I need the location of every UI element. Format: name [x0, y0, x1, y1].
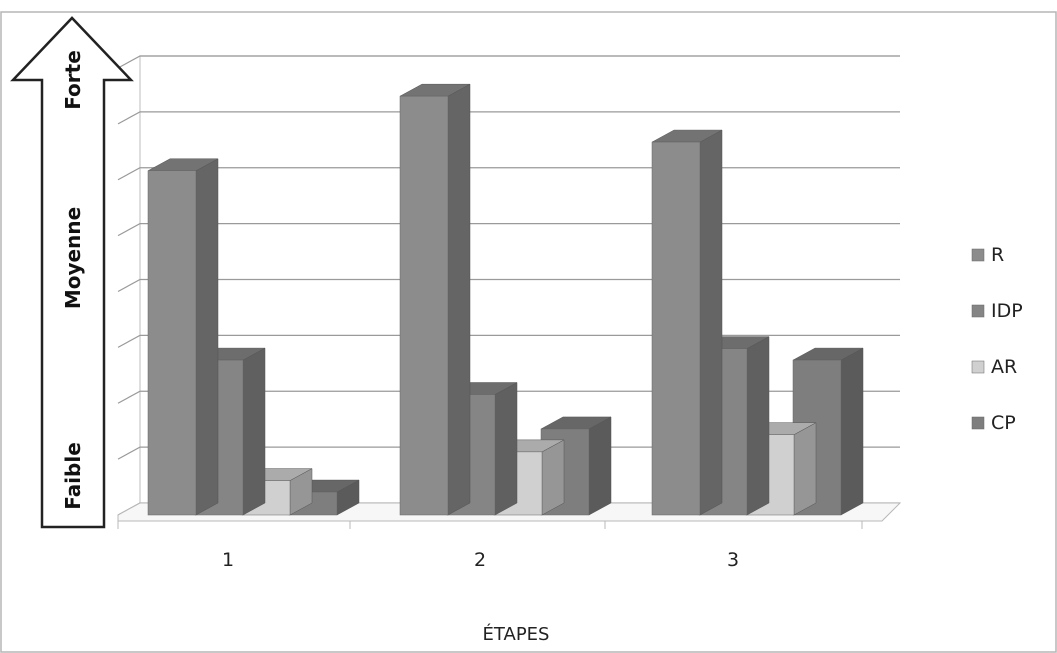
x-tick-label-2: 2: [474, 549, 486, 571]
bars: [147, 83, 864, 516]
bar-side-face: [242, 347, 266, 516]
gridline: [117, 278, 900, 293]
bar-side-face: [195, 158, 219, 516]
legend-item-r: R: [971, 244, 1004, 266]
legend-item-ar: AR: [971, 356, 1017, 378]
gridline: [117, 167, 900, 181]
gridline: [117, 111, 900, 125]
bar-r-1: [147, 158, 219, 516]
bar-side-face: [588, 416, 612, 516]
gridline: [117, 55, 900, 69]
bar-side-face: [746, 336, 770, 516]
bar-side-face: [793, 422, 817, 516]
bar-r-2: [399, 83, 471, 516]
x-axis-title: ÉTAPES: [483, 623, 550, 645]
legend-label: AR: [991, 356, 1017, 378]
up-arrow-icon: [10, 16, 134, 529]
bar-side-face: [699, 129, 723, 516]
x-tick-labels: 1 2 3: [222, 549, 739, 571]
legend-swatch: [971, 360, 985, 374]
y-level-low: Faible: [61, 442, 85, 510]
legend-label: IDP: [991, 300, 1023, 322]
legend-swatch: [971, 304, 985, 318]
gridline: [117, 334, 900, 348]
legend: R IDP AR CP: [971, 244, 1023, 434]
y-level-arrow: Faible Moyenne Forte: [10, 16, 134, 529]
bar-side-face: [541, 439, 565, 516]
bar-front-face: [651, 141, 701, 516]
legend-item-cp: CP: [971, 412, 1016, 434]
legend-label: CP: [991, 412, 1016, 434]
x-tick-label-3: 3: [727, 549, 739, 571]
bar-side-face: [447, 83, 471, 516]
legend-label: R: [991, 244, 1004, 266]
x-tick-label-1: 1: [222, 549, 234, 571]
bar-r-3: [651, 129, 723, 516]
y-level-mid: Moyenne: [61, 207, 85, 309]
legend-swatch: [971, 416, 985, 430]
bar-side-face: [840, 347, 864, 516]
legend-swatch: [971, 248, 985, 262]
gridline: [117, 223, 900, 237]
bar-side-face: [494, 382, 518, 516]
gridline: [117, 390, 900, 404]
bar-front-face: [399, 95, 449, 516]
legend-item-idp: IDP: [971, 300, 1023, 322]
gridline: [117, 446, 900, 460]
bar-front-face: [147, 170, 197, 516]
y-level-high: Forte: [61, 50, 85, 110]
